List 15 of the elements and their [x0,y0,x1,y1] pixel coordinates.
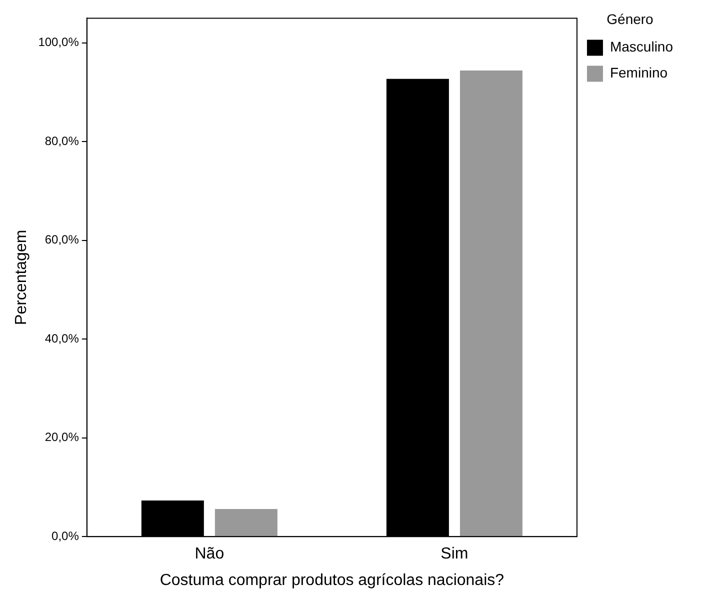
bar [460,70,522,536]
y-tick-label: 0,0% [52,528,80,543]
legend-label: Feminino [610,64,668,81]
legend-title: Género [606,10,654,27]
x-axis-title: Costuma comprar produtos agrícolas nacionais? [160,572,504,589]
legend-label: Masculino [610,38,674,55]
x-tick-label: Não [194,546,224,563]
y-tick-label: 80,0% [44,134,80,148]
y-tick-label: 20,0% [44,430,80,444]
y-tick-label: 100,0% [38,35,80,50]
y-tick-label: 40,0% [44,331,80,346]
y-tick-label: 60,0% [44,232,80,247]
y-axis-title: Percentagem [13,230,30,325]
bar [214,508,278,536]
x-tick-label: Sim [440,546,468,563]
